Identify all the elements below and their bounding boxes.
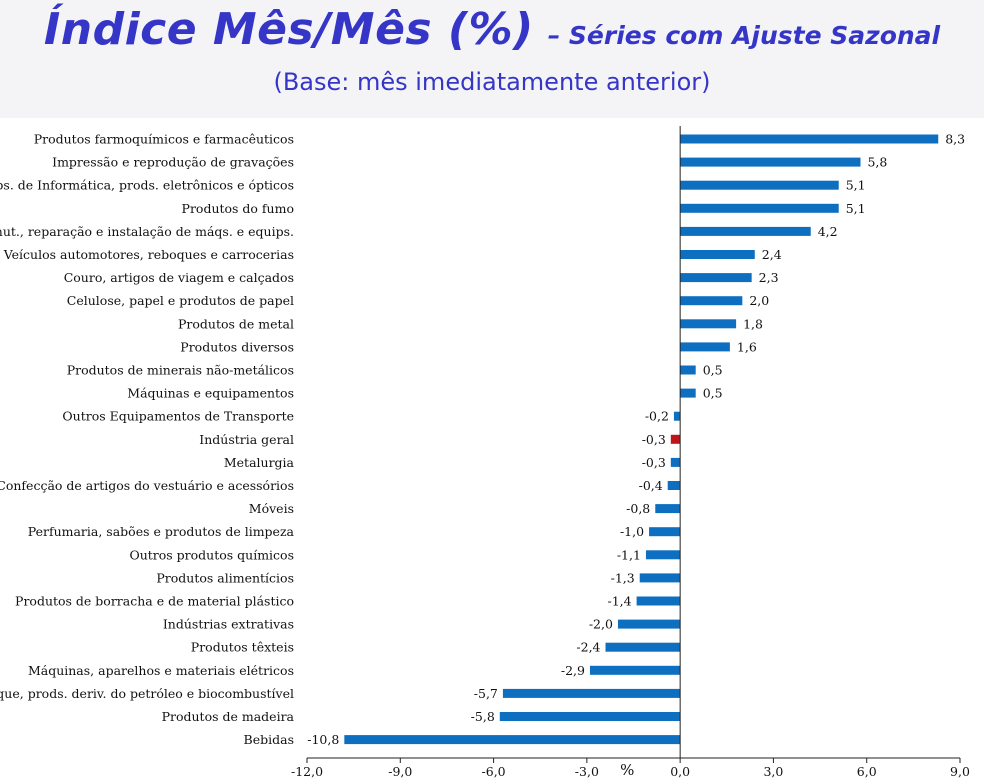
category-label-22: Produtos têxteis [191, 640, 294, 655]
bar-11 [680, 388, 696, 398]
bar-22 [605, 642, 681, 652]
bar-4 [680, 226, 811, 236]
value-label-15: -0,4 [639, 478, 663, 493]
category-label-5: Veículos automotores, reboques e carroce… [3, 247, 294, 262]
x-axis-label: % [620, 761, 634, 779]
category-label-19: Produtos alimentícios [156, 570, 294, 585]
value-label-1: 5,8 [867, 155, 887, 170]
value-label-11: 0,5 [703, 386, 723, 401]
category-label-13: Indústria geral [199, 432, 294, 447]
value-label-5: 2,4 [762, 247, 782, 262]
value-label-16: -0,8 [626, 501, 650, 516]
value-label-6: 2,3 [759, 270, 779, 285]
category-label-25: Produtos de madeira [162, 709, 295, 724]
value-label-14: -0,3 [642, 455, 666, 470]
category-label-24: Coque, prods. deriv. do petróleo e bioco… [0, 686, 294, 701]
value-label-22: -2,4 [576, 640, 600, 655]
category-label-18: Outros produtos químicos [129, 547, 294, 562]
category-label-4: Manut., reparação e instalação de máqs. … [0, 224, 294, 239]
bar-26 [344, 735, 681, 745]
value-label-23: -2,9 [561, 663, 585, 678]
category-label-0: Produtos farmoquímicos e farmacêuticos [34, 132, 294, 147]
bar-3 [680, 203, 839, 213]
bar-16 [655, 504, 681, 514]
category-label-3: Produtos do fumo [182, 201, 294, 216]
value-label-9: 1,6 [737, 339, 757, 354]
bar-15 [667, 481, 681, 490]
bar-5 [680, 250, 755, 259]
category-label-26: Bebidas [244, 732, 294, 747]
category-label-15: Confecção de artigos do vestuário e aces… [0, 478, 294, 493]
bar-25 [499, 712, 681, 721]
bar-14 [670, 457, 681, 467]
bar-18 [645, 550, 681, 560]
bar-19 [639, 573, 681, 583]
x-tick-label-0: -12,0 [291, 764, 323, 779]
chart-header: Índice Mês/Mês (%) – Séries com Ajuste Sa… [0, 0, 984, 118]
category-label-7: Celulose, papel e produtos de papel [67, 293, 294, 308]
value-label-24: -5,7 [474, 686, 498, 701]
category-label-21: Indústrias extrativas [163, 617, 294, 632]
bar-13 [670, 434, 681, 444]
x-tick-label-1: -9,0 [388, 764, 412, 779]
value-label-12: -0,2 [645, 409, 669, 424]
bar-6 [680, 273, 752, 283]
base-note: (Base: mês imediatamente anterior) [273, 68, 711, 96]
x-tick-label-3: -3,0 [575, 764, 599, 779]
value-label-2: 5,1 [846, 178, 866, 193]
value-label-4: 4,2 [818, 224, 838, 239]
category-label-16: Móveis [249, 501, 294, 516]
category-label-23: Máquinas, aparelhos e materiais elétrico… [28, 663, 294, 678]
value-label-20: -1,4 [608, 594, 632, 609]
bar-chart: 8,3 Produtos farmoquímicos e farmacêutico… [0, 126, 970, 779]
value-label-3: 5,1 [846, 201, 866, 216]
bar-7 [680, 296, 743, 306]
x-tick-label-2: -6,0 [482, 764, 506, 779]
bar-0 [680, 134, 939, 144]
value-label-17: -1,0 [620, 524, 644, 539]
bar-24 [502, 688, 681, 698]
bar-9 [680, 342, 730, 352]
bar-23 [589, 665, 681, 675]
title-line: Índice Mês/Mês (%) – Séries com Ajuste Sa… [0, 4, 984, 55]
category-label-8: Produtos de metal [178, 316, 294, 331]
chart-title: Índice Mês/Mês (%) [43, 4, 534, 55]
value-label-25: -5,8 [471, 709, 495, 724]
value-label-19: -1,3 [611, 570, 635, 585]
bar-8 [680, 319, 737, 329]
value-label-21: -2,0 [589, 617, 613, 632]
bar-2 [680, 180, 839, 190]
bar-1 [680, 157, 861, 167]
x-tick-label-6: 6,0 [857, 764, 877, 779]
category-label-9: Produtos diversos [180, 339, 294, 354]
x-tick-label-5: 3,0 [763, 764, 783, 779]
category-label-17: Perfumaria, sabões e produtos de limpeza [28, 524, 295, 539]
bar-10 [680, 365, 696, 375]
value-label-0: 8,3 [945, 132, 965, 147]
value-label-18: -1,1 [617, 547, 641, 562]
value-label-7: 2,0 [749, 293, 769, 308]
value-label-13: -0,3 [642, 432, 666, 447]
value-label-26: -10,8 [307, 732, 339, 747]
category-label-14: Metalurgia [224, 455, 295, 470]
value-label-10: 0,5 [703, 363, 723, 378]
x-tick-label-7: 9,0 [950, 764, 970, 779]
bar-20 [636, 596, 681, 606]
bar-17 [649, 527, 681, 537]
category-label-12: Outros Equipamentos de Transporte [62, 409, 294, 424]
category-label-11: Máquinas e equipamentos [127, 386, 294, 401]
category-label-1: Impressão e reprodução de gravações [52, 155, 294, 170]
bar-12 [673, 411, 681, 421]
bar-21 [617, 619, 681, 629]
value-label-8: 1,8 [743, 316, 763, 331]
category-label-20: Produtos de borracha e de material plást… [15, 594, 294, 609]
x-tick-label-4: 0,0 [670, 764, 690, 779]
category-label-2: Equips. de Informática, prods. eletrônic… [0, 178, 294, 193]
category-label-10: Produtos de minerais não-metálicos [67, 363, 294, 378]
chart-subtitle: – Séries com Ajuste Sazonal [547, 21, 941, 50]
category-label-6: Couro, artigos de viagem e calçados [64, 270, 294, 285]
